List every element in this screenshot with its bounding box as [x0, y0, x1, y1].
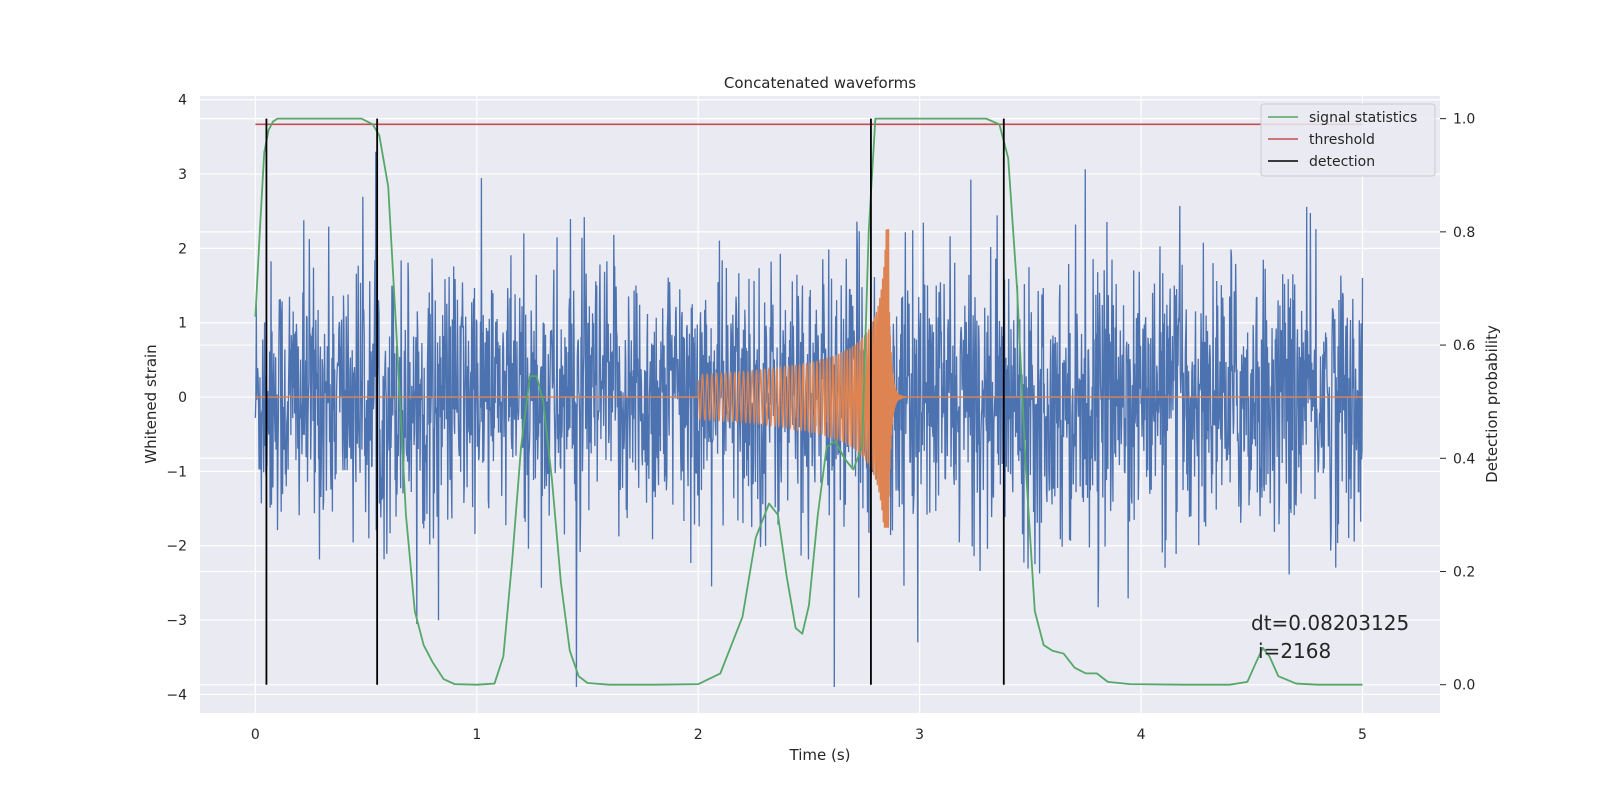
- signal-statistics-line: [254, 117, 1363, 686]
- x-tick-label-5: 5: [1358, 727, 1367, 743]
- annotation: dt=0.08203125 i=2168: [1251, 611, 1409, 663]
- chart-title: Concatenated waveforms: [724, 74, 916, 92]
- y2-tick-label-0: 0.0: [1453, 678, 1475, 694]
- x-tick-label-1: 1: [472, 727, 481, 743]
- y2-axis-label: Detection probability: [1483, 325, 1501, 483]
- legend: signal statistics threshold detection: [1260, 103, 1436, 177]
- tick-labels: 0 1 2 3 4 5 −4 −3 −2 −1 0 1 2 3 4 0.0 0.2 0.4 0.6 0.8 1.0: [166, 93, 1475, 743]
- y2-tick-label-5: 1.0: [1453, 112, 1475, 128]
- legend-label-threshold: threshold: [1309, 132, 1375, 148]
- x-tick-label-3: 3: [915, 727, 924, 743]
- x-tick-label-2: 2: [694, 727, 703, 743]
- legend-label-detection: detection: [1309, 154, 1375, 170]
- y-tick-label-1: −3: [166, 613, 187, 629]
- annotation-i: i=2168: [1258, 639, 1331, 663]
- y2-tick-label-2: 0.4: [1453, 451, 1475, 467]
- y2-tick-label-4: 0.8: [1453, 225, 1475, 241]
- y-tick-label-3: −1: [166, 464, 187, 480]
- y-tick-label-4: 0: [178, 390, 187, 406]
- y2-tick-label-3: 0.6: [1453, 338, 1475, 354]
- template-series-line: [255, 229, 1363, 528]
- y-tick-label-2: −2: [166, 539, 187, 555]
- x-tick-label-0: 0: [251, 727, 260, 743]
- legend-label-signal-statistics: signal statistics: [1309, 110, 1417, 126]
- y-tick-label-8: 4: [178, 93, 187, 109]
- x-axis-label: Time (s): [789, 746, 851, 764]
- y-tick-label-5: 1: [178, 316, 187, 332]
- y2-tick-label-1: 0.2: [1453, 564, 1475, 580]
- y-tick-label-0: −4: [166, 687, 187, 703]
- y-axis-label: Whitened strain: [142, 344, 160, 463]
- y-tick-label-6: 2: [178, 241, 187, 257]
- y-tick-label-7: 3: [178, 167, 187, 183]
- legend-box: [1260, 103, 1436, 177]
- annotation-dt: dt=0.08203125: [1251, 611, 1409, 635]
- x-tick-label-4: 4: [1137, 727, 1146, 743]
- series-layer: [254, 117, 1364, 687]
